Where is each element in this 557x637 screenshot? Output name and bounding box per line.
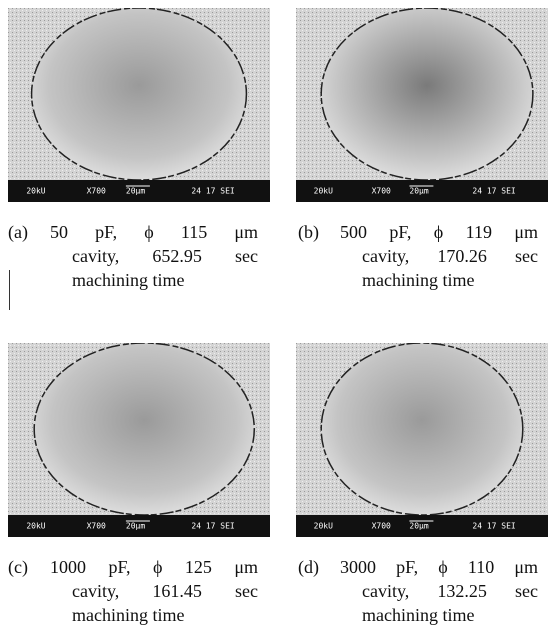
info-text: 24 17 SEI: [191, 187, 235, 196]
info-bar: [8, 515, 270, 537]
crater: [320, 8, 534, 181]
caption-label: (d): [298, 557, 319, 577]
caption-line: cavity, 132.25 sec: [362, 581, 538, 601]
caption-line: machining time: [72, 605, 185, 625]
info-text: X700: [87, 187, 106, 196]
caption-label: (b): [298, 222, 319, 242]
caption-line: cavity, 170.26 sec: [362, 246, 538, 266]
sem-image: 20kU X700 20µm 24 17 SEI: [296, 8, 548, 202]
info-bar: [8, 180, 270, 202]
caption-line: cavity, 652.95 sec: [72, 246, 258, 266]
caption-line: machining time: [362, 270, 475, 290]
info-text: 20µm: [409, 187, 428, 196]
info-text: 24 17 SEI: [472, 187, 516, 196]
caption-label: (a): [8, 222, 28, 242]
info-text: 20µm: [126, 522, 145, 531]
caption: (d) 3000 pF, ϕ 110 μm cavity, 132.25 sec ma…: [298, 555, 538, 635]
info-bar: [296, 180, 548, 202]
caption-line: 3000 pF, ϕ 110 μm: [340, 557, 538, 577]
caption: (c) 1000 pF, ϕ 125 μm cavity, 161.45 sec ma…: [8, 555, 258, 635]
info-text: 20kU: [314, 522, 333, 531]
info-text: 20kU: [314, 187, 333, 196]
sem-image: 20kU X700 20µm 24 17 SEI: [8, 8, 270, 202]
caption: (a) 50 pF, ϕ 115 μm cavity, 652.95 sec mach…: [8, 220, 258, 300]
caption-label: (c): [8, 557, 28, 577]
crater: [30, 8, 248, 181]
info-text: X700: [87, 522, 106, 531]
info-text: 20kU: [26, 187, 45, 196]
caption: (b) 500 pF, ϕ 119 μm cavity, 170.26 sec mac…: [298, 220, 538, 300]
caption-line: machining time: [362, 605, 475, 625]
info-text: 20kU: [26, 522, 45, 531]
info-text: X700: [372, 522, 391, 531]
crater: [33, 343, 255, 516]
caption-line: 500 pF, ϕ 119 μm: [340, 222, 538, 242]
info-bar: [296, 515, 548, 537]
caption-line: 50 pF, ϕ 115 μm: [50, 222, 258, 242]
caption-line: machining time: [72, 270, 185, 290]
info-text: 24 17 SEI: [191, 522, 235, 531]
scan-artifact: [9, 270, 10, 310]
caption-line: 1000 pF, ϕ 125 μm: [50, 557, 258, 577]
info-text: 24 17 SEI: [472, 522, 516, 531]
crater: [320, 343, 524, 516]
sem-image: 20kU X700 20µm 24 17 SEI: [296, 343, 548, 537]
info-text: 20µm: [126, 187, 145, 196]
sem-image: 20kU X700 20µm 24 17 SEI: [8, 343, 270, 537]
caption-line: cavity, 161.45 sec: [72, 581, 258, 601]
info-text: X700: [372, 187, 391, 196]
info-text: 20µm: [409, 522, 428, 531]
